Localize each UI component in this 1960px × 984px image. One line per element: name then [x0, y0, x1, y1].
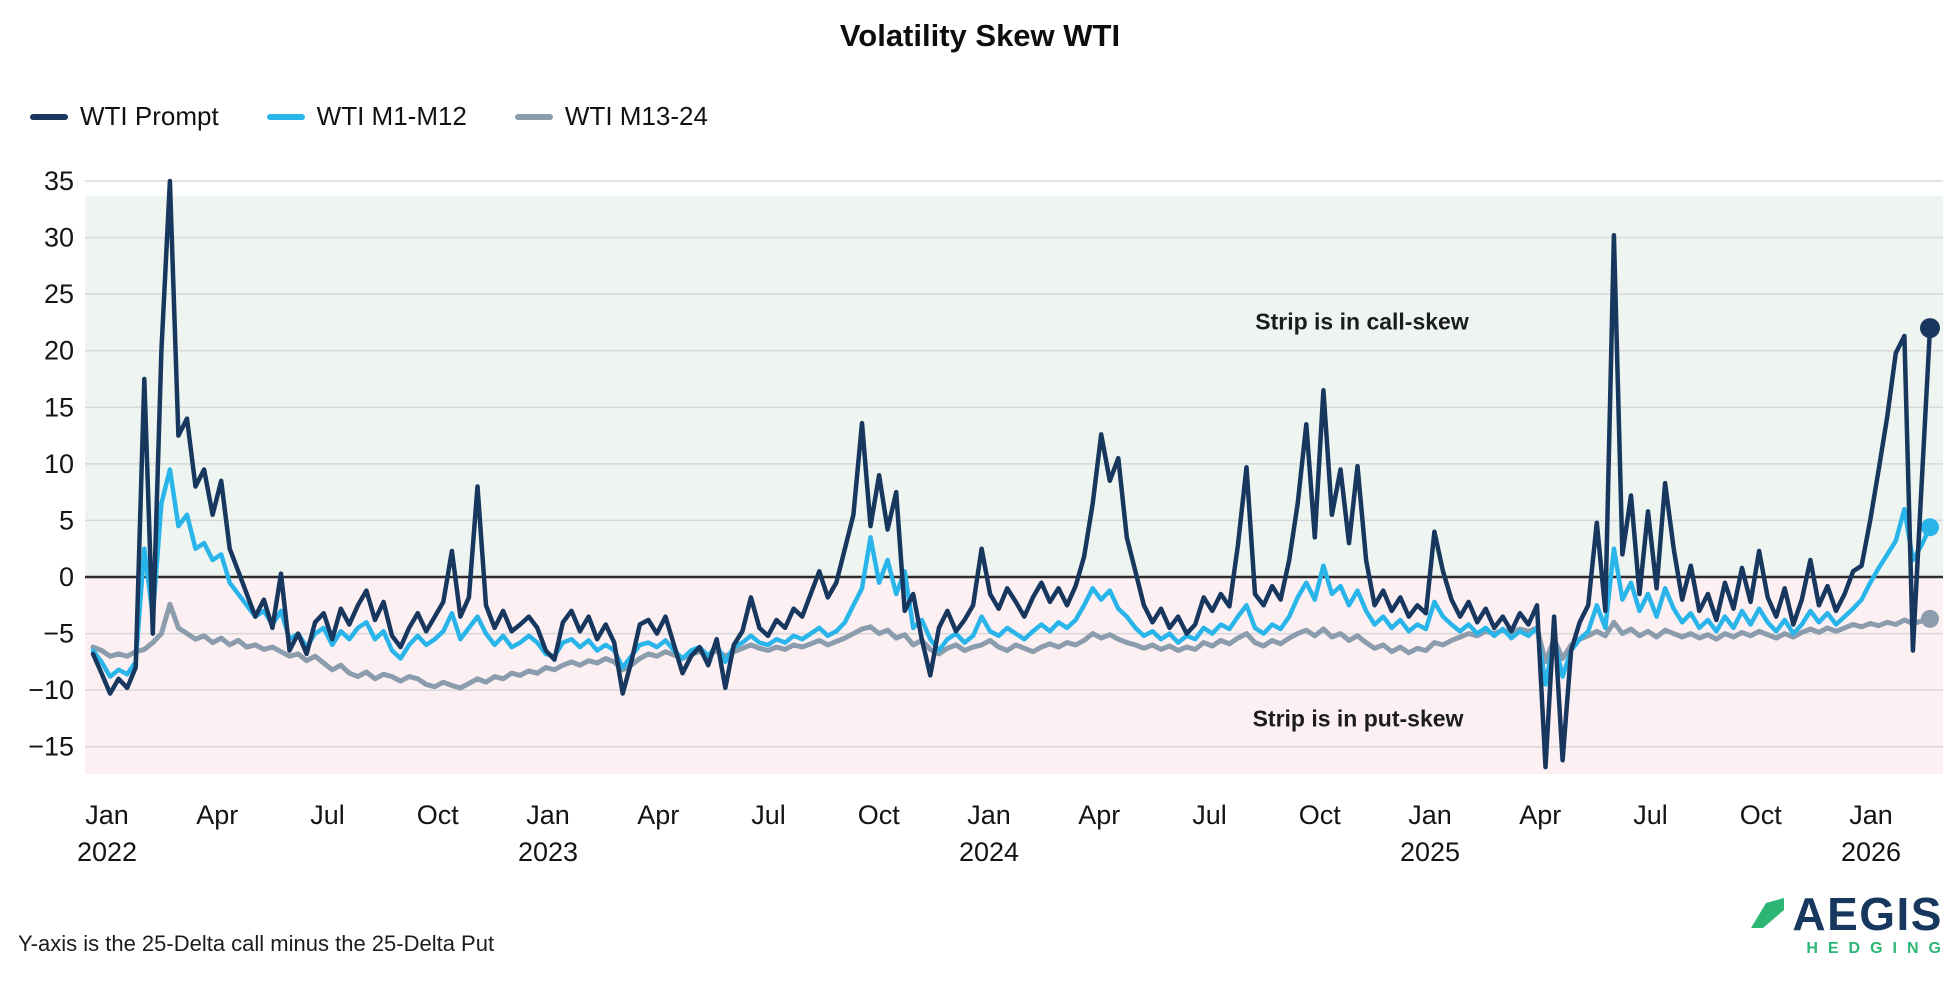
y-tick-label: −5 [43, 619, 74, 649]
x-tick-label: Oct [858, 800, 901, 830]
aegis-logo: AEGIS HEDGING [1751, 891, 1943, 958]
y-tick-label: 10 [44, 449, 74, 479]
y-tick-label: 25 [44, 279, 74, 309]
y-tick-label: 15 [44, 392, 74, 422]
x-tick-label: Jul [751, 800, 786, 830]
x-tick-year-label: 2023 [518, 837, 578, 867]
x-tick-label: Apr [1519, 800, 1561, 830]
call-skew-annotation: Strip is in call-skew [1255, 308, 1469, 335]
legend-item-wti-m13-24: WTI M13-24 [514, 101, 708, 132]
x-tick-label: Jul [1633, 800, 1668, 830]
y-tick-label: 35 [44, 166, 74, 196]
series-line-wti-m1-m12 [90, 467, 1933, 687]
x-tick-label: Jul [310, 800, 345, 830]
x-tick-label: Apr [196, 800, 238, 830]
wti-m13-24-swatch-icon [514, 113, 553, 120]
y-tick-label: 20 [44, 336, 74, 366]
x-tick-label: Apr [637, 800, 679, 830]
x-tick-label: Oct [1740, 800, 1783, 830]
aegis-logo-subtitle: HEDGING [1806, 940, 1951, 957]
wti-m1-m12-swatch-icon [266, 113, 305, 120]
y-tick-label: 30 [44, 223, 74, 253]
legend-item-wti-m1-m12: WTI M1-M12 [266, 101, 467, 132]
endpoint-dot-wti-m13-24 [1921, 609, 1939, 628]
x-tick-year-label: 2026 [1841, 837, 1901, 867]
page-title: Volatility Skew WTI [839, 18, 1121, 53]
y-tick-label: −10 [28, 675, 74, 705]
y-tick-label: −15 [28, 732, 74, 762]
series-line-wti-m13-24 [90, 601, 1933, 691]
aegis-logo-top: AEGIS [1751, 891, 1943, 937]
x-tick-label: Jan [526, 800, 570, 830]
x-tick-label: Oct [1299, 800, 1342, 830]
x-tick-label: Oct [417, 800, 460, 830]
wti-prompt-swatch-icon [30, 113, 68, 120]
aegis-logo-mark-icon [1751, 898, 1785, 928]
endpoint-dot-wti-m1-m12 [1921, 518, 1939, 537]
aegis-logo-name: AEGIS [1792, 888, 1943, 940]
legend-label-wti-m13-24: WTI M13-24 [564, 101, 708, 131]
x-tick-label: Jan [1849, 800, 1893, 830]
series-line-wti-prompt [90, 178, 1933, 770]
chart-legend: WTI Prompt WTI M1-M12 WTI M13-24 [30, 101, 708, 132]
legend-label-wti-m1-m12: WTI M1-M12 [316, 101, 467, 131]
legend-label-wti-prompt: WTI Prompt [80, 101, 219, 131]
x-tick-label: Jan [1408, 800, 1452, 830]
x-tick-year-label: 2022 [77, 837, 137, 867]
y-tick-label: 5 [59, 505, 74, 535]
x-tick-label: Jan [967, 800, 1011, 830]
x-tick-label: Apr [1078, 800, 1120, 830]
y-tick-label: 0 [59, 562, 74, 592]
x-tick-label: Jan [85, 800, 129, 830]
x-tick-label: Jul [1192, 800, 1227, 830]
x-tick-year-label: 2025 [1400, 837, 1460, 867]
x-tick-year-label: 2024 [959, 837, 1019, 867]
y-axis-footnote: Y-axis is the 25-Delta call minus the 25… [18, 931, 495, 956]
legend-item-wti-prompt: WTI Prompt [30, 101, 219, 132]
put-skew-annotation: Strip is in put-skew [1252, 705, 1464, 732]
endpoint-dot-wti-prompt [1920, 318, 1940, 339]
